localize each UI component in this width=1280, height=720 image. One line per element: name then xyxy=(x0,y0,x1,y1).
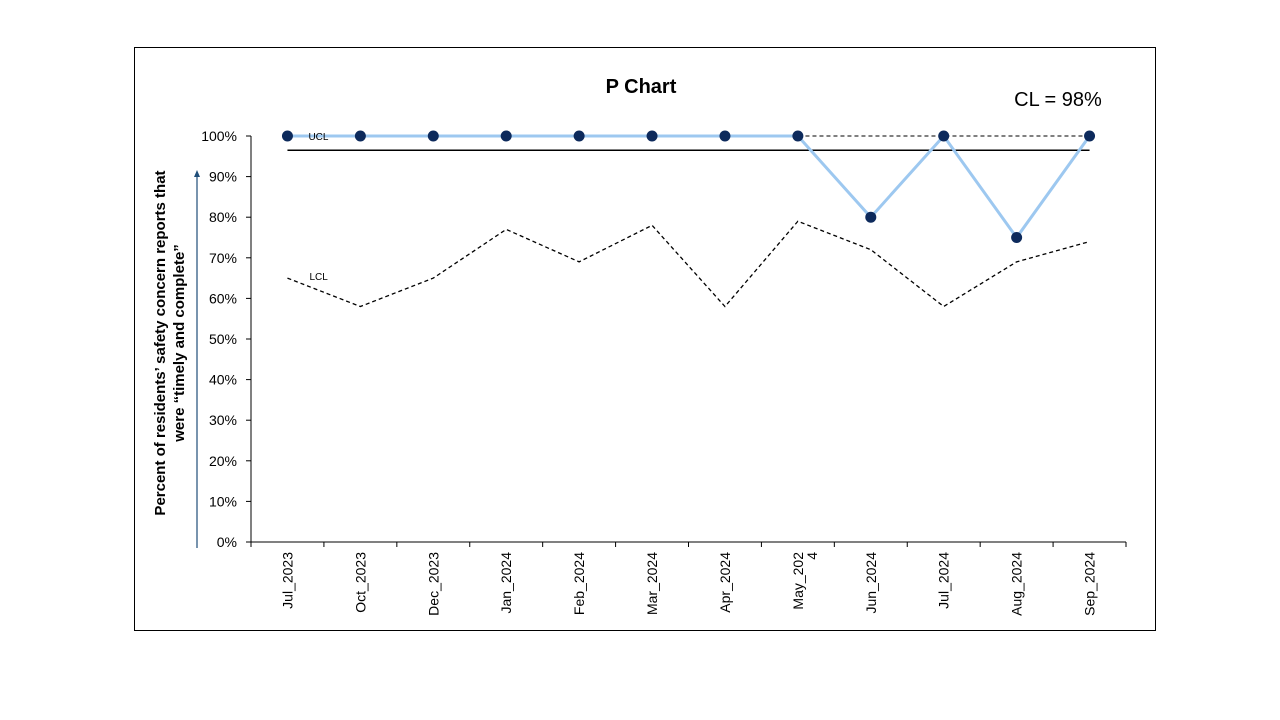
y-tick-label: 10% xyxy=(209,493,237,509)
x-tick-label: Dec_2023 xyxy=(425,552,441,616)
x-tick-label-line: May_202 xyxy=(790,552,806,610)
x-tick-label-line: Sep_2024 xyxy=(1082,552,1098,616)
y-axis-label-line: Percent of residents’ safety concern rep… xyxy=(152,170,169,515)
y-tick-label: 50% xyxy=(209,331,237,347)
x-tick-label-line: Jun_2024 xyxy=(863,552,879,614)
y-axis-label: Percent of residents’ safety concern rep… xyxy=(152,170,188,515)
x-tick-label: May_2024 xyxy=(790,552,820,610)
data-point xyxy=(792,130,804,142)
x-tick-label-line: Jul_2023 xyxy=(279,552,295,609)
x-tick-label: Apr_2024 xyxy=(717,552,733,613)
data-point xyxy=(938,130,950,142)
data-point xyxy=(500,130,512,142)
y-tick-label: 20% xyxy=(209,453,237,469)
x-tick-label: Sep_2024 xyxy=(1082,552,1098,616)
center-line-label: CL = 98% xyxy=(1014,89,1102,111)
x-tick-label-line: Mar_2024 xyxy=(644,552,660,615)
y-tick-label: 90% xyxy=(209,169,237,185)
lcl-line xyxy=(287,220,1090,308)
data-line xyxy=(287,133,1091,241)
x-tick-label-line: Jul_2024 xyxy=(936,552,952,609)
x-tick-label-line: Oct_2023 xyxy=(352,552,368,613)
y-tick-label: 100% xyxy=(201,128,237,144)
axis-arrow-head xyxy=(194,170,200,177)
data-point xyxy=(354,130,366,142)
x-tick-label-line: 4 xyxy=(804,552,820,560)
y-tick-label: 60% xyxy=(209,290,237,306)
data-point xyxy=(427,130,439,142)
lcl-label: LCL xyxy=(309,272,328,283)
y-tick-label: 30% xyxy=(209,412,237,428)
data-point xyxy=(573,130,585,142)
x-tick-label: Jul_2024 xyxy=(936,552,952,609)
data-point xyxy=(1084,130,1096,142)
data-point xyxy=(281,130,293,142)
data-point xyxy=(719,130,731,142)
ucl-label: UCL xyxy=(308,132,328,143)
y-tick-label: 80% xyxy=(209,209,237,225)
y-tick-label: 0% xyxy=(217,534,237,550)
x-tick-label: Jun_2024 xyxy=(863,552,879,614)
chart-frame: P Chart CL = 98% 0% 10% 20% 30% 40% 50% 60% 70%… xyxy=(134,47,1156,631)
chart-title: P Chart xyxy=(606,76,677,98)
x-tick-label-line: Aug_2024 xyxy=(1009,552,1025,616)
x-tick-label: Feb_2024 xyxy=(571,552,587,615)
x-tick-label: Jul_2023 xyxy=(279,552,295,609)
p-chart: P Chart CL = 98% 0% 10% 20% 30% 40% 50% 60% 70%… xyxy=(152,76,1127,616)
x-tick-label: Jan_2024 xyxy=(498,552,514,614)
y-axis-label-line: were “timely and complete” xyxy=(171,244,188,443)
y-tick-label: 40% xyxy=(209,372,237,388)
data-point xyxy=(865,211,877,223)
x-tick-label-line: Dec_2023 xyxy=(425,552,441,616)
x-tick-label: Mar_2024 xyxy=(644,552,660,615)
x-tick-label-line: Jan_2024 xyxy=(498,552,514,614)
x-tick-label: Oct_2023 xyxy=(352,552,368,613)
y-tick-label: 70% xyxy=(209,250,237,266)
data-point xyxy=(1011,232,1023,243)
data-point xyxy=(646,130,658,142)
x-tick-label-line: Feb_2024 xyxy=(571,552,587,615)
x-tick-label-line: Apr_2024 xyxy=(717,552,733,613)
x-tick-label: Aug_2024 xyxy=(1009,552,1025,616)
